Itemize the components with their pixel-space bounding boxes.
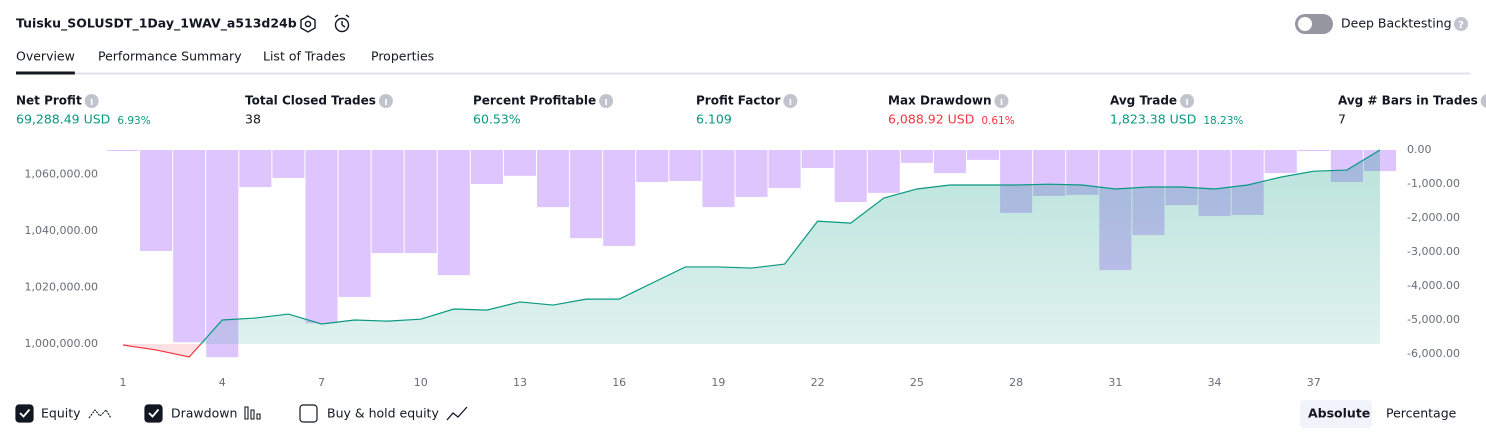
alert-icon[interactable] xyxy=(334,14,350,33)
drawdown-bar xyxy=(371,150,404,254)
drawdown-bar xyxy=(537,150,570,208)
drawdown-bar xyxy=(1297,150,1330,152)
drawdown-bar xyxy=(305,150,338,324)
x-tick-label: 31 xyxy=(1108,376,1122,389)
y2-tick-label: -4,000.00 xyxy=(1407,279,1460,292)
drawdown-bar xyxy=(437,150,470,276)
y2-tick-label: -1,000.00 xyxy=(1407,177,1460,190)
metric-value: 69,288.49 USD xyxy=(16,112,110,127)
metric-label: Avg # Bars in Trades xyxy=(1338,94,1478,108)
legend-label: Buy & hold equity xyxy=(327,406,439,421)
metric-label: Profit Factor xyxy=(696,94,780,108)
metric-percent: 18.23% xyxy=(1203,115,1243,127)
x-tick-label: 4 xyxy=(219,376,226,389)
x-tick-label: 25 xyxy=(910,376,924,389)
drawdown-bar xyxy=(735,150,768,197)
metric-label: Max Drawdown xyxy=(888,94,991,108)
x-tick-label: 13 xyxy=(513,376,527,389)
drawdown-bar xyxy=(900,150,933,163)
legend-label: Equity xyxy=(41,406,81,421)
tab[interactable]: Performance Summary xyxy=(98,49,242,64)
x-tick-label: 28 xyxy=(1009,376,1023,389)
checkbox[interactable] xyxy=(144,404,163,423)
deep-backtesting-toggle[interactable] xyxy=(1295,14,1333,34)
metric-value: 7 xyxy=(1338,112,1346,127)
drawdown-bar xyxy=(107,150,140,152)
metric-label: Percent Profitable xyxy=(473,94,596,108)
mode-button[interactable]: Absolute xyxy=(1308,406,1370,421)
mode-button[interactable]: Percentage xyxy=(1386,406,1457,421)
y-tick-label: 1,060,000.00 xyxy=(25,168,98,181)
checkbox[interactable] xyxy=(299,404,318,423)
x-tick-label: 37 xyxy=(1307,376,1321,389)
metric-label: Total Closed Trades xyxy=(245,94,376,108)
drawdown-bar xyxy=(272,150,305,178)
mode-button-bg[interactable] xyxy=(1300,400,1372,428)
x-tick-label: 10 xyxy=(414,376,428,389)
legend-label: Drawdown xyxy=(171,406,237,421)
metric-value: 38 xyxy=(245,112,261,127)
drawdown-legend-icon xyxy=(244,406,261,420)
drawdown-bar xyxy=(669,150,702,181)
drawdown-bar xyxy=(1264,150,1297,174)
strategy-title: Tuisku_SOLUSDT_1Day_1WAV_a513d24b xyxy=(16,16,297,32)
y2-tick-label: -2,000.00 xyxy=(1407,211,1460,224)
checkmark xyxy=(148,408,160,418)
equity-legend-icon xyxy=(88,409,112,419)
y-tick-label: 1,040,000.00 xyxy=(25,224,98,237)
x-tick-label: 34 xyxy=(1208,376,1222,389)
drawdown-bar xyxy=(404,150,437,254)
drawdown-bar xyxy=(768,150,801,189)
metric-label: Net Profit xyxy=(16,94,82,108)
metric-value: 6.109 xyxy=(696,112,732,127)
metric-label: Avg Trade xyxy=(1110,94,1177,108)
info-icon[interactable] xyxy=(1480,94,1486,108)
metric-percent: 6.93% xyxy=(117,115,150,127)
x-tick-label: 7 xyxy=(318,376,325,389)
toggle-label: Deep Backtesting xyxy=(1341,16,1452,31)
x-tick-label: 16 xyxy=(612,376,626,389)
metric-percent: 0.61% xyxy=(981,115,1014,127)
drawdown-bar xyxy=(173,150,206,343)
equity-line xyxy=(200,149,1381,345)
drawdown-bar xyxy=(801,150,834,169)
drawdown-bar xyxy=(636,150,669,182)
drawdown-bar xyxy=(470,150,503,185)
y2-tick-label: -3,000.00 xyxy=(1407,245,1460,258)
y2-tick-label: 0.00 xyxy=(1407,143,1432,156)
tab[interactable]: Overview xyxy=(16,49,75,64)
drawdown-bar xyxy=(702,150,735,208)
metric-value: 60.53% xyxy=(473,112,521,127)
metric-value: 1,823.38 USD xyxy=(1110,112,1196,127)
y2-tick-label: -5,000.00 xyxy=(1407,313,1460,326)
drawdown-bar xyxy=(503,150,536,176)
x-tick-label: 19 xyxy=(711,376,725,389)
equity-area xyxy=(200,150,1380,345)
checkmark xyxy=(19,408,31,418)
drawdown-bar xyxy=(239,150,272,188)
drawdown-bar xyxy=(834,150,867,203)
svg-text:?: ? xyxy=(1458,20,1464,31)
tab[interactable]: List of Trades xyxy=(263,49,346,64)
x-tick-label: 22 xyxy=(811,376,825,389)
drawdown-bar xyxy=(967,150,1000,160)
x-tick-label: 1 xyxy=(120,376,127,389)
drawdown-bar xyxy=(140,150,173,252)
active-tab-underline xyxy=(16,71,75,75)
drawdown-bar xyxy=(338,150,371,297)
checkbox[interactable] xyxy=(15,404,34,423)
y-tick-label: 1,000,000.00 xyxy=(25,337,98,350)
y2-tick-label: -6,000.00 xyxy=(1407,347,1460,360)
drawdown-bar xyxy=(570,150,603,239)
drawdown-bar xyxy=(867,150,900,193)
settings-icon[interactable] xyxy=(300,15,316,33)
drawdown-bar xyxy=(603,150,636,246)
metric-value: 6,088.92 USD xyxy=(888,112,974,127)
drawdown-bar xyxy=(933,150,966,174)
y-tick-label: 1,020,000.00 xyxy=(25,281,98,294)
help-icon[interactable]: ? xyxy=(1454,17,1468,31)
buyhold-legend-icon xyxy=(446,406,468,421)
tab[interactable]: Properties xyxy=(371,49,434,64)
